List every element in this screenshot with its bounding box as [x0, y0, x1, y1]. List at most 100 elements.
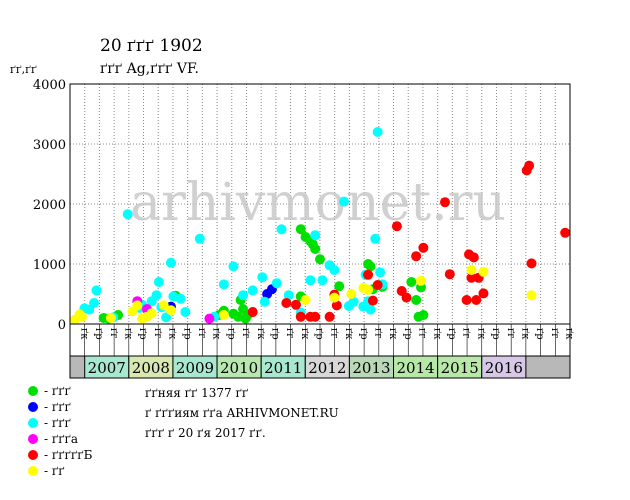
legend-label: - ґґґ	[44, 384, 71, 398]
y-tick-label: 0	[58, 318, 66, 333]
data-point	[468, 252, 479, 263]
year-label: 2015	[441, 359, 479, 377]
data-point	[365, 261, 376, 272]
data-point	[158, 300, 169, 311]
data-point	[440, 197, 450, 208]
data-point	[238, 290, 249, 301]
quarter-label: ґг	[240, 328, 251, 339]
data-point	[365, 304, 376, 315]
legend-item: - ґґґ	[28, 383, 92, 399]
data-point	[461, 295, 472, 305]
points-layer	[69, 127, 571, 325]
data-point	[105, 313, 116, 323]
year-label: 2013	[352, 359, 390, 377]
quarter-label: ґр	[137, 328, 148, 340]
note-line: ґґґ ґ 20 ґя 2017 ґґ.	[145, 426, 266, 440]
data-point	[122, 209, 133, 220]
quarter-label: ґг	[196, 328, 207, 339]
data-point	[329, 292, 340, 303]
year-label: 2009	[176, 359, 214, 377]
data-point	[305, 275, 316, 286]
data-point	[363, 269, 374, 280]
data-point	[418, 310, 429, 320]
year-label: 2007	[88, 359, 126, 377]
y-tick-label: 4000	[33, 78, 66, 93]
legend-marker	[28, 418, 38, 428]
legend-item: - ґґґ	[28, 415, 92, 431]
quarter-label: ґр	[93, 328, 104, 340]
year-cell	[481, 355, 527, 379]
data-point	[91, 285, 102, 296]
quarter-label: ґг	[417, 328, 428, 339]
data-point	[283, 290, 294, 301]
data-point	[290, 299, 301, 310]
year-label: 2010	[220, 359, 258, 377]
data-point	[194, 233, 205, 244]
data-point	[418, 242, 429, 253]
data-point	[77, 311, 88, 322]
data-point	[415, 275, 426, 286]
y-tick-label: 2000	[33, 198, 66, 213]
data-point	[165, 305, 176, 316]
data-point	[471, 295, 482, 305]
data-point	[406, 277, 417, 287]
chart-subtitle: ґґґ Ag,ґґґ VF.	[100, 61, 199, 77]
quarter-label: ґг	[505, 328, 516, 339]
quarter-label: ґг	[108, 328, 119, 339]
data-note: ґґняя ґґ 1377 ґґ ґ ґґґиям ґґа ARHIVMONET…	[145, 383, 339, 443]
quarter-label: ґг	[461, 328, 472, 339]
data-point	[271, 278, 282, 289]
quarter-label: ґк	[299, 328, 310, 340]
data-point	[165, 257, 176, 268]
data-point	[444, 269, 455, 280]
data-point	[363, 284, 374, 295]
year-label: 2014	[396, 359, 434, 377]
data-point	[375, 267, 386, 278]
data-point	[295, 224, 306, 235]
data-point	[370, 233, 381, 244]
legend-label: - ґґґ	[44, 400, 71, 414]
legend-marker	[28, 434, 38, 444]
quarter-label: ґк	[255, 328, 266, 340]
quarter-label: ґк	[122, 328, 133, 340]
quarter-label: ґк	[564, 328, 575, 340]
data-point	[310, 230, 321, 241]
data-point	[180, 307, 191, 317]
quarter-label: ґк	[78, 328, 89, 340]
legend-marker	[28, 386, 38, 396]
y-axis-unit: ґґ,ґґ	[10, 63, 37, 76]
data-point	[259, 296, 270, 307]
year-label: 2008	[132, 359, 170, 377]
legend-marker	[28, 450, 38, 460]
quarter-label: ґр	[225, 328, 236, 340]
quarter-label: ґг	[549, 328, 560, 339]
data-point	[401, 292, 412, 303]
data-point	[247, 307, 258, 317]
data-point	[175, 293, 186, 304]
quarter-label: ґк	[475, 328, 486, 340]
data-point	[310, 311, 321, 322]
legend-label: - ґґґґґБ	[44, 448, 93, 462]
data-point	[478, 266, 489, 277]
data-point	[526, 258, 537, 269]
data-point	[331, 300, 342, 311]
legend-item: - ґґґ	[28, 399, 92, 415]
data-point	[146, 308, 157, 319]
year-label: 2016	[485, 359, 523, 377]
quarter-label: ґк	[431, 328, 442, 340]
data-point	[300, 295, 311, 305]
data-point	[411, 295, 422, 305]
data-point	[315, 254, 325, 265]
quarter-label: ґр	[402, 328, 413, 340]
quarter-label: ґр	[358, 328, 369, 340]
data-point	[367, 295, 378, 306]
data-point	[391, 221, 402, 232]
data-point	[228, 261, 239, 272]
quarter-label: ґк	[520, 328, 531, 340]
data-point	[310, 244, 321, 254]
data-point	[257, 272, 268, 283]
quarter-label: ґк	[343, 328, 354, 340]
data-point	[466, 272, 477, 283]
legend-item: - ґґ	[28, 463, 92, 479]
